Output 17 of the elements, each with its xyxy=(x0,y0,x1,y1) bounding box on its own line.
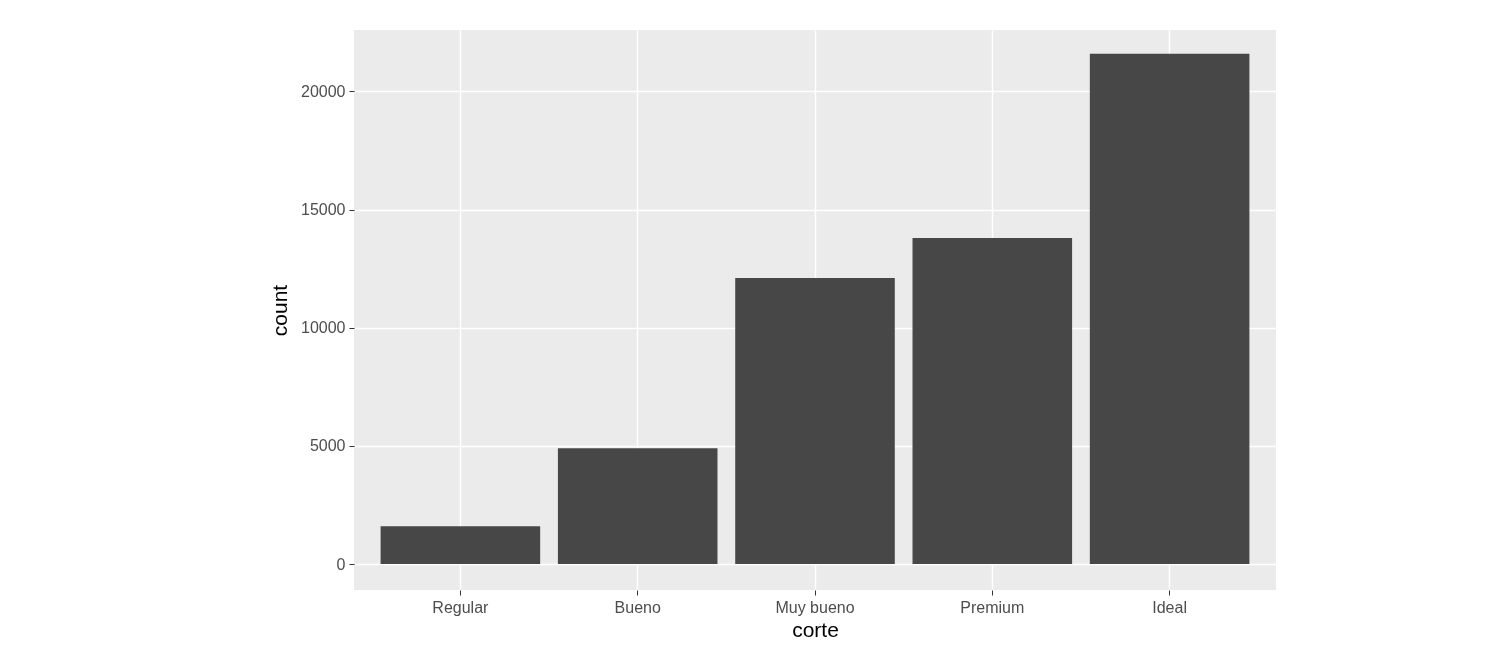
y-tick-label: 15000 xyxy=(301,201,346,219)
y-tick-label: 5000 xyxy=(309,437,346,455)
y-tick-label: 0 xyxy=(336,555,346,573)
bar xyxy=(735,278,895,565)
x-tick-label: Premium xyxy=(960,598,1025,616)
bar xyxy=(557,448,718,565)
y-axis-title: count xyxy=(268,284,292,337)
x-axis-title: corte xyxy=(792,617,839,641)
x-tick-label: Regular xyxy=(432,598,490,616)
y-tick-label: 20000 xyxy=(301,82,346,100)
x-tick-label: Ideal xyxy=(1152,598,1187,616)
x-tick-label: Bueno xyxy=(614,598,661,616)
x-tick-label: Muy bueno xyxy=(775,598,855,616)
bar xyxy=(1089,53,1250,565)
bar xyxy=(912,237,1073,565)
bar xyxy=(380,526,541,565)
y-tick-label: 10000 xyxy=(301,319,346,337)
